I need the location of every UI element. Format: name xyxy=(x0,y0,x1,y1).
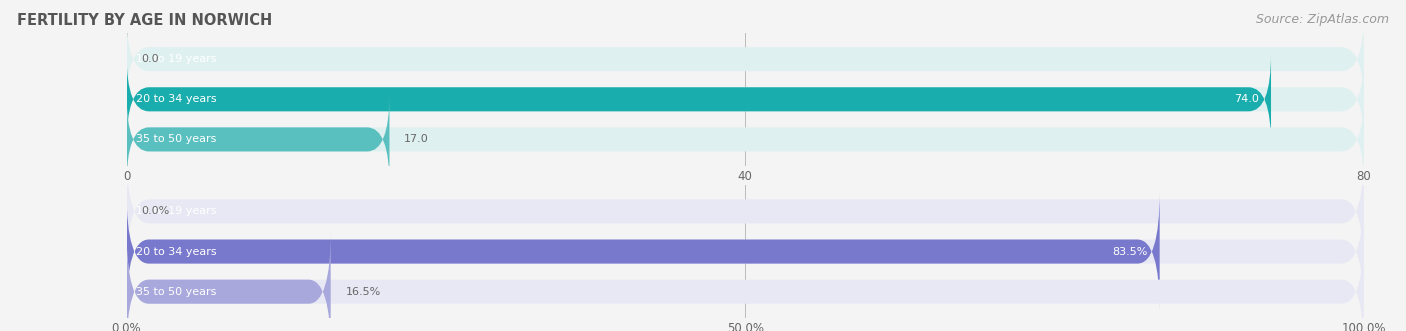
FancyBboxPatch shape xyxy=(127,191,1364,312)
Text: 74.0: 74.0 xyxy=(1234,94,1258,104)
Text: 16.5%: 16.5% xyxy=(346,287,381,297)
FancyBboxPatch shape xyxy=(127,151,1364,272)
Text: 0.0: 0.0 xyxy=(142,54,159,64)
Text: 20 to 34 years: 20 to 34 years xyxy=(136,94,217,104)
FancyBboxPatch shape xyxy=(127,54,1364,145)
Text: 35 to 50 years: 35 to 50 years xyxy=(136,287,217,297)
FancyBboxPatch shape xyxy=(127,94,389,185)
FancyBboxPatch shape xyxy=(127,231,1364,331)
Text: 83.5%: 83.5% xyxy=(1112,247,1147,257)
Text: Source: ZipAtlas.com: Source: ZipAtlas.com xyxy=(1256,13,1389,26)
Text: FERTILITY BY AGE IN NORWICH: FERTILITY BY AGE IN NORWICH xyxy=(17,13,273,28)
FancyBboxPatch shape xyxy=(127,14,1364,105)
Text: 15 to 19 years: 15 to 19 years xyxy=(136,54,217,64)
Text: 20 to 34 years: 20 to 34 years xyxy=(136,247,217,257)
Text: 0.0%: 0.0% xyxy=(142,207,170,216)
Text: 17.0: 17.0 xyxy=(405,134,429,144)
Text: 15 to 19 years: 15 to 19 years xyxy=(136,207,217,216)
FancyBboxPatch shape xyxy=(127,54,1271,145)
FancyBboxPatch shape xyxy=(127,191,1160,312)
Text: 35 to 50 years: 35 to 50 years xyxy=(136,134,217,144)
FancyBboxPatch shape xyxy=(127,94,1364,185)
FancyBboxPatch shape xyxy=(127,231,330,331)
